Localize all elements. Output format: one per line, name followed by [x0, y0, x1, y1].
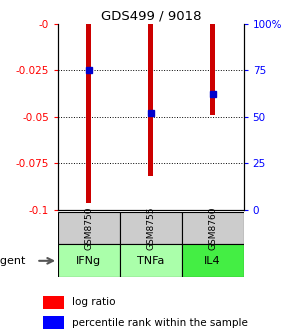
Bar	[58, 212, 120, 245]
Bar	[58, 245, 120, 277]
Bar	[182, 245, 244, 277]
Text: agent: agent	[0, 256, 26, 266]
Text: IL4: IL4	[204, 256, 221, 266]
Bar	[43, 296, 64, 308]
Text: log ratio: log ratio	[72, 297, 115, 307]
Text: GSM8755: GSM8755	[146, 206, 155, 250]
Bar	[210, 24, 215, 115]
Text: percentile rank within the sample: percentile rank within the sample	[72, 318, 248, 328]
Bar	[86, 24, 91, 203]
Bar	[120, 245, 182, 277]
Bar	[43, 316, 64, 329]
Text: TNFa: TNFa	[137, 256, 164, 266]
Text: GSM8750: GSM8750	[84, 206, 93, 250]
Bar	[120, 212, 182, 245]
Bar	[182, 212, 244, 245]
Title: GDS499 / 9018: GDS499 / 9018	[101, 9, 201, 23]
Text: GSM8760: GSM8760	[208, 206, 217, 250]
Text: IFNg: IFNg	[76, 256, 102, 266]
Bar	[148, 24, 153, 176]
